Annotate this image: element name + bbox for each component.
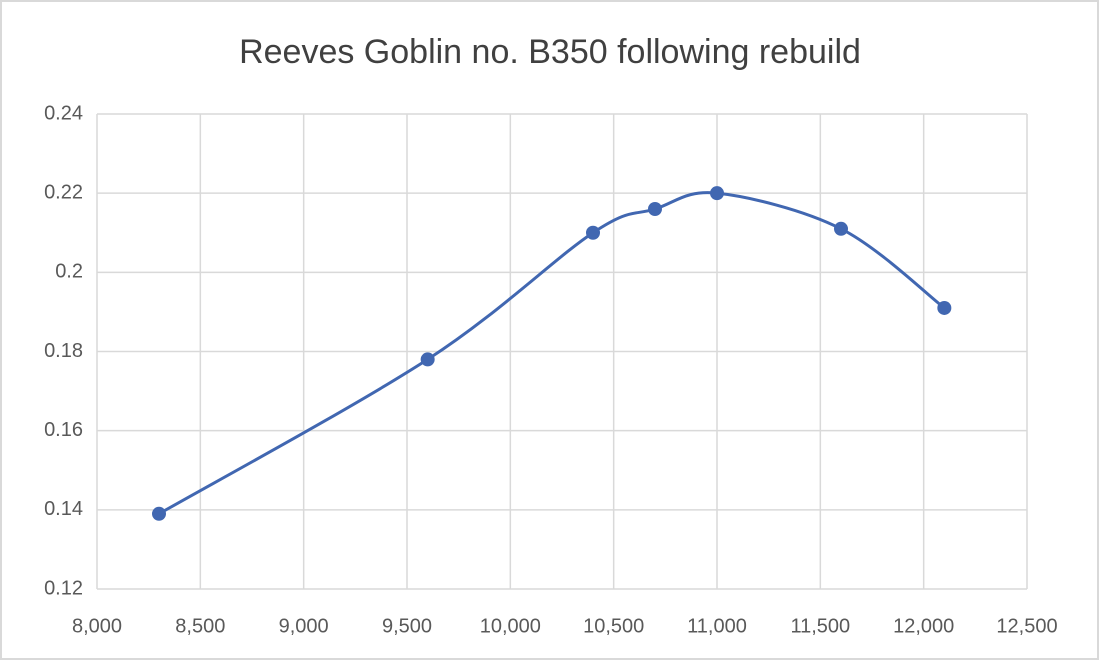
x-tick-label: 8,000 bbox=[72, 615, 122, 637]
x-tick-label: 10,500 bbox=[583, 615, 644, 637]
data-point bbox=[648, 202, 662, 216]
x-tick-label: 12,000 bbox=[893, 615, 954, 637]
x-tick-label: 11,000 bbox=[687, 615, 747, 637]
chart-title: Reeves Goblin no. B350 following rebuild bbox=[239, 33, 861, 71]
x-tick-label: 9,500 bbox=[382, 615, 432, 637]
x-tick-label: 10,000 bbox=[480, 615, 541, 637]
data-point bbox=[152, 506, 166, 521]
y-tick-label: 0.18 bbox=[44, 340, 83, 362]
data-point bbox=[834, 221, 848, 236]
x-tick-label: 11,500 bbox=[790, 615, 850, 637]
y-tick-label: 0.14 bbox=[44, 498, 83, 520]
y-tick-label: 0.16 bbox=[44, 419, 83, 441]
data-point bbox=[586, 225, 600, 240]
data-point bbox=[710, 186, 724, 201]
data-point bbox=[420, 352, 435, 367]
data-point bbox=[937, 300, 952, 315]
x-tick-label: 9,000 bbox=[279, 615, 329, 637]
x-tick-label: 8,500 bbox=[175, 615, 225, 637]
x-tick-label: 12,500 bbox=[996, 615, 1057, 637]
y-tick-label: 0.22 bbox=[44, 181, 83, 203]
y-tick-label: 0.2 bbox=[55, 261, 83, 283]
y-tick-label: 0.12 bbox=[44, 577, 83, 599]
y-tick-label: 0.24 bbox=[44, 102, 83, 124]
